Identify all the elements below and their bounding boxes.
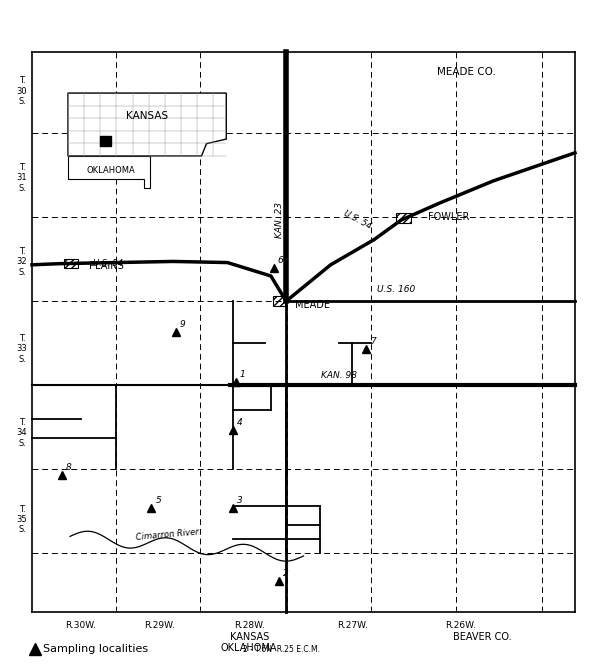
Text: KANSAS: KANSAS bbox=[230, 632, 269, 642]
Text: R.28W.: R.28W. bbox=[234, 622, 265, 630]
Text: OKLAHOMA: OKLAHOMA bbox=[221, 643, 277, 653]
Bar bbox=[397, 213, 412, 223]
Text: 3: 3 bbox=[237, 496, 242, 506]
Text: R.29W.: R.29W. bbox=[144, 622, 175, 630]
Text: T.
30
S.: T. 30 S. bbox=[17, 76, 28, 106]
Text: 7: 7 bbox=[370, 337, 376, 346]
Text: OKLAHOMA: OKLAHOMA bbox=[86, 166, 135, 175]
Text: U.S. 54: U.S. 54 bbox=[93, 259, 123, 268]
Text: T.
35
S.: T. 35 S. bbox=[17, 505, 28, 534]
Text: 4: 4 bbox=[237, 418, 242, 427]
Bar bbox=[64, 259, 78, 267]
Text: T.
33
S.: T. 33 S. bbox=[17, 334, 28, 364]
Text: R.27W.: R.27W. bbox=[337, 622, 368, 630]
Text: T.
31
S.: T. 31 S. bbox=[17, 163, 28, 193]
Text: KAN. 23: KAN. 23 bbox=[275, 202, 284, 238]
Text: T.
32
S.: T. 32 S. bbox=[17, 247, 28, 277]
Text: U.S. 160: U.S. 160 bbox=[377, 285, 415, 294]
Text: 1: 1 bbox=[239, 370, 245, 380]
Text: 9: 9 bbox=[180, 320, 185, 329]
Text: KAN. 98: KAN. 98 bbox=[321, 371, 357, 380]
Text: R.30W.: R.30W. bbox=[65, 622, 97, 630]
Text: 6: 6 bbox=[278, 255, 283, 265]
Text: T.
34
S.: T. 34 S. bbox=[17, 418, 28, 448]
Bar bbox=[273, 296, 285, 306]
Bar bbox=[100, 136, 111, 146]
Text: 2 - T.6N  R.25 E.C.M.: 2 - T.6N R.25 E.C.M. bbox=[243, 646, 320, 654]
Text: 8: 8 bbox=[66, 463, 71, 472]
Text: FOWLER: FOWLER bbox=[428, 212, 470, 222]
Text: MEADE CO.: MEADE CO. bbox=[437, 67, 496, 77]
Text: U.S. 54: U.S. 54 bbox=[343, 209, 373, 231]
Text: BEAVER CO.: BEAVER CO. bbox=[454, 632, 512, 642]
Polygon shape bbox=[68, 156, 151, 188]
Text: 5: 5 bbox=[155, 496, 161, 506]
Text: PLAINS: PLAINS bbox=[89, 261, 124, 271]
Text: 2: 2 bbox=[283, 569, 289, 578]
Text: R.26W.: R.26W. bbox=[446, 622, 476, 630]
Text: Sampling localities: Sampling localities bbox=[43, 644, 148, 654]
Text: KANSAS: KANSAS bbox=[126, 111, 168, 121]
Polygon shape bbox=[68, 93, 226, 156]
Text: MEADE: MEADE bbox=[295, 300, 331, 310]
Text: Cimarron River: Cimarron River bbox=[136, 528, 200, 542]
